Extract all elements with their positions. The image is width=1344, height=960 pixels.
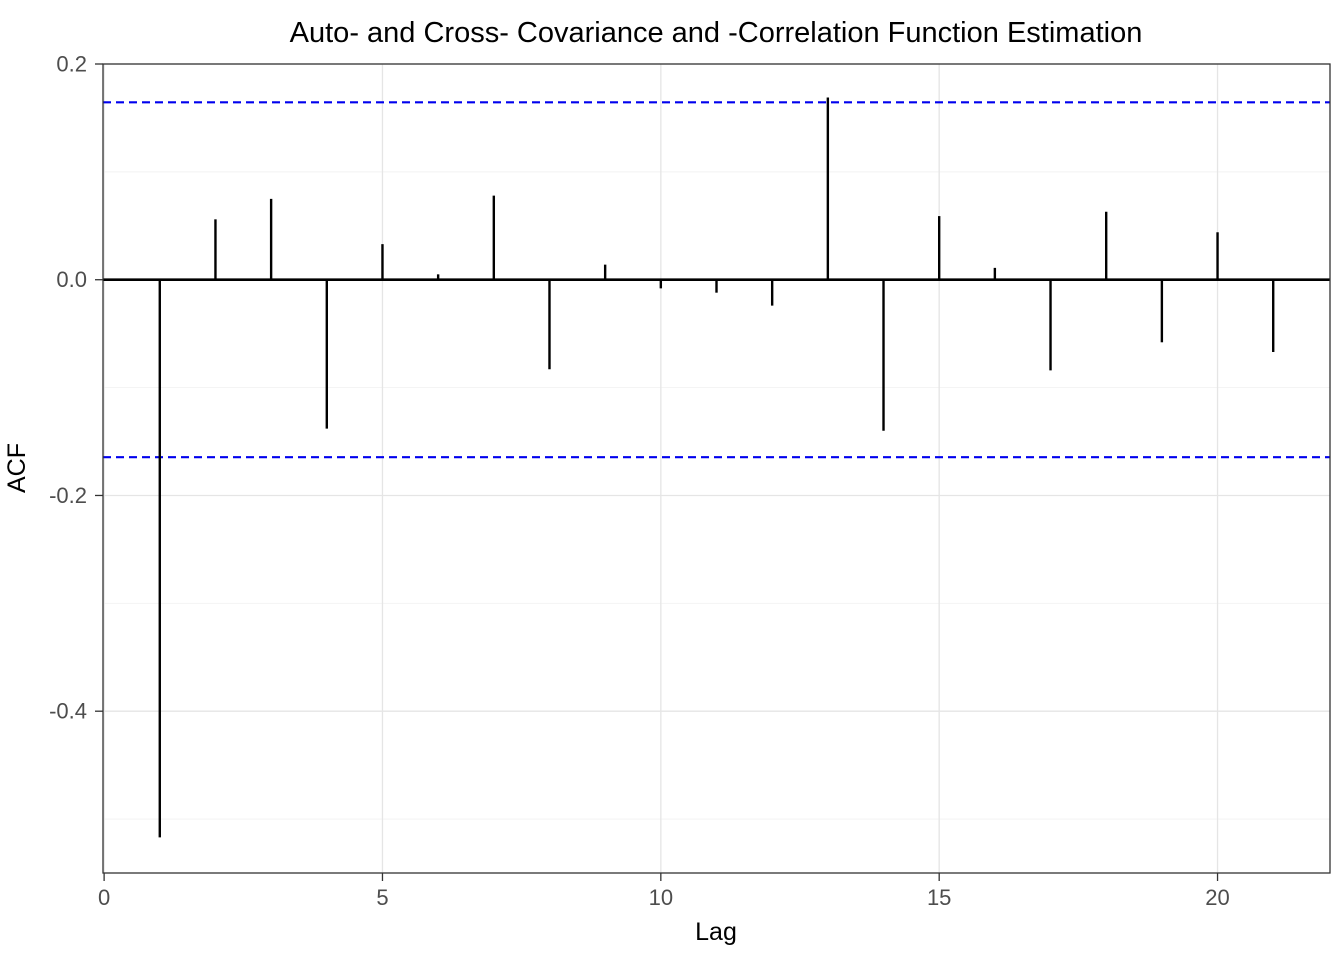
data-layer: [103, 97, 1330, 838]
y-tick-label: 0.2: [56, 52, 87, 77]
x-tick-label: 0: [98, 885, 110, 910]
x-tick-label: 15: [927, 885, 951, 910]
x-axis-title: Lag: [695, 918, 737, 946]
y-axis-title: ACF: [3, 443, 31, 493]
x-tick-label: 10: [649, 885, 673, 910]
y-tick-label: -0.2: [49, 483, 87, 508]
x-tick-label: 20: [1205, 885, 1229, 910]
grid-layer: [103, 63, 1330, 873]
y-tick-label: 0.0: [56, 267, 87, 292]
axis-layer: 0 5 10 15 20 0.2 0.0 -0.2 -0.4: [49, 52, 1230, 911]
chart-title: Auto- and Cross- Covariance and -Correla…: [290, 17, 1143, 49]
x-tick-label: 5: [376, 885, 388, 910]
panel-border: [102, 63, 1331, 874]
y-tick-label: -0.4: [49, 699, 87, 724]
